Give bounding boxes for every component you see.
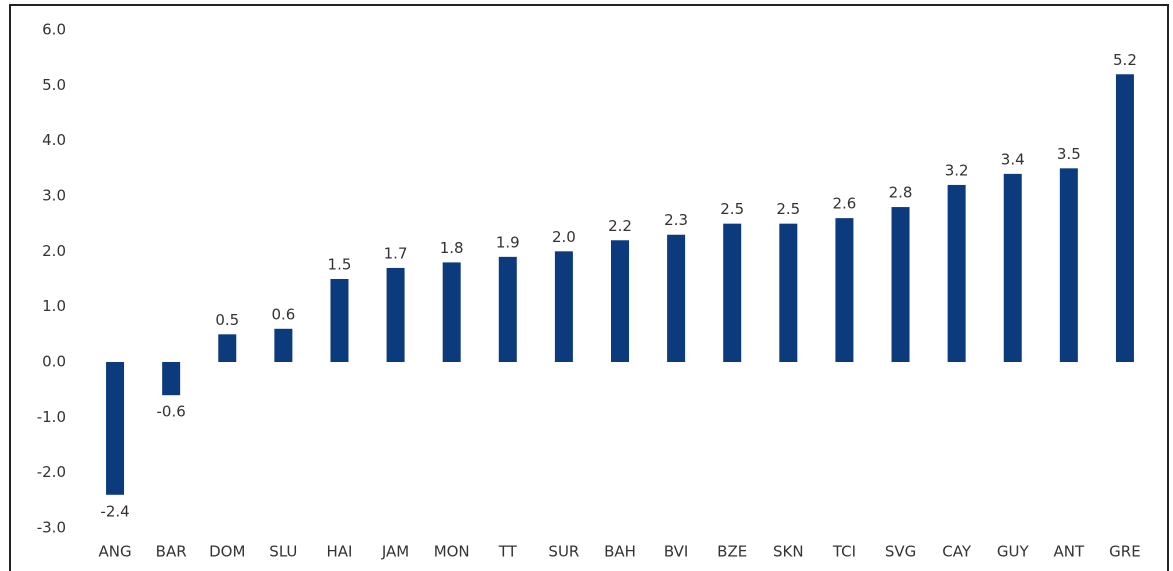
value-label: 3.2	[945, 161, 969, 179]
bar	[1003, 173, 1022, 362]
x-tick-label: BAR	[156, 543, 187, 561]
bar	[554, 251, 573, 362]
bar	[1059, 168, 1078, 362]
bar	[386, 267, 405, 362]
y-tick-label: -2.0	[37, 463, 66, 481]
x-tick-label: MON	[434, 543, 470, 561]
value-label: 2.6	[832, 195, 856, 213]
value-label: 1.8	[440, 239, 464, 257]
bar	[498, 256, 517, 362]
y-tick-label: 5.0	[42, 76, 66, 94]
bar	[106, 362, 125, 495]
x-tick-label: HAI	[326, 543, 352, 561]
value-label: -0.6	[157, 403, 186, 421]
x-tick-label: CAY	[942, 543, 972, 561]
bar	[779, 223, 798, 362]
value-label: 2.8	[889, 184, 913, 202]
value-label: 5.2	[1113, 51, 1137, 69]
x-tick-label: GUY	[997, 543, 1030, 561]
value-label: 2.0	[552, 228, 576, 246]
x-tick-label: DOM	[209, 543, 245, 561]
value-label: -2.4	[100, 502, 129, 520]
bar	[274, 328, 293, 362]
value-label: 0.6	[271, 305, 295, 323]
y-tick-label: 1.0	[42, 297, 66, 315]
bar	[330, 279, 349, 362]
value-label: 0.5	[215, 311, 239, 329]
bar	[891, 207, 910, 362]
y-tick-label: 2.0	[42, 242, 66, 260]
y-tick-label: 6.0	[42, 21, 66, 39]
value-label: 1.7	[384, 244, 408, 262]
value-label: 2.5	[776, 200, 800, 218]
x-tick-label: SUR	[548, 543, 579, 561]
x-tick-label: TCI	[832, 543, 856, 561]
y-tick-label: 4.0	[42, 131, 66, 149]
bar	[1115, 74, 1134, 363]
y-tick-label: 3.0	[42, 187, 66, 205]
value-label: 2.2	[608, 217, 632, 235]
x-tick-label: BVI	[664, 543, 689, 561]
x-tick-label: GRE	[1109, 543, 1141, 561]
x-tick-label: SVG	[885, 543, 916, 561]
value-label: 3.5	[1057, 145, 1081, 163]
value-label: 3.4	[1001, 150, 1025, 168]
bar	[611, 240, 629, 362]
bar	[442, 262, 461, 362]
x-tick-label: JAM	[381, 543, 409, 561]
bar	[218, 334, 237, 362]
y-tick-label: -1.0	[37, 408, 66, 426]
x-tick-label: ANT	[1054, 543, 1085, 561]
bar	[835, 218, 854, 362]
value-label: 2.5	[720, 200, 744, 218]
x-tick-label: ANG	[98, 543, 131, 561]
frame	[9, 4, 1169, 571]
value-label: 2.3	[664, 211, 688, 229]
y-tick-label: -3.0	[37, 519, 66, 537]
x-tick-label: TT	[498, 543, 518, 561]
y-tick-label: 0.0	[42, 353, 66, 371]
bar	[723, 223, 742, 362]
x-tick-label: SLU	[269, 543, 297, 561]
bar	[162, 362, 181, 396]
x-tick-label: SKN	[773, 543, 804, 561]
x-tick-label: BZE	[717, 543, 747, 561]
bar	[947, 184, 966, 362]
x-tick-label: BAH	[604, 543, 636, 561]
value-label: 1.9	[496, 233, 520, 251]
value-label: 1.5	[328, 256, 352, 274]
bar	[667, 234, 686, 362]
